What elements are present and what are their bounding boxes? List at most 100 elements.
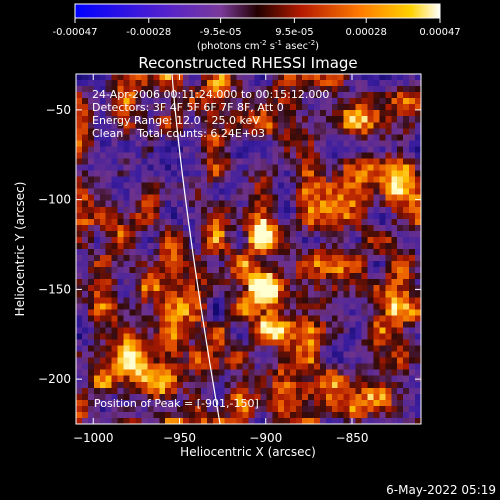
heatmap-cell [403, 255, 410, 262]
heatmap-cell [212, 182, 220, 190]
heatmap-cell [111, 255, 119, 262]
heatmap-cell [290, 128, 297, 135]
heatmap-cell [415, 224, 421, 232]
heatmap-cell [355, 146, 363, 154]
heatmap-cell [278, 417, 285, 424]
heatmap-cell [230, 98, 238, 105]
heatmap-cell [355, 399, 363, 407]
heatmap-cell [117, 255, 125, 262]
heatmap-cell [153, 399, 160, 407]
heatmap-cell [313, 351, 321, 359]
heatmap-cell [200, 92, 208, 99]
heatmap-cell [117, 309, 125, 316]
heatmap-cell [415, 273, 421, 280]
heatmap-cell [415, 387, 421, 395]
heatmap-cell [159, 297, 166, 304]
heatmap-cell [415, 182, 421, 190]
heatmap-cell [93, 279, 101, 286]
heatmap-cell [391, 345, 398, 353]
heatmap-cell [111, 242, 119, 250]
heatmap-cell [87, 206, 95, 214]
heatmap-cell [296, 188, 303, 196]
heatmap-cell [379, 405, 386, 413]
heatmap-cell [284, 206, 291, 214]
heatmap-cell [343, 164, 351, 172]
heatmap-cell [123, 200, 131, 208]
heatmap-cell [379, 128, 386, 135]
heatmap-cell [200, 285, 208, 292]
heatmap-cell [189, 86, 196, 93]
heatmap-cell [123, 273, 131, 280]
heatmap-cell [224, 98, 232, 105]
heatmap-cell [206, 146, 214, 154]
heatmap-cell [391, 134, 398, 141]
heatmap-cell [307, 333, 315, 341]
heatmap-cell [111, 327, 119, 335]
heatmap-cell [415, 200, 421, 208]
heatmap-cell [284, 188, 291, 196]
heatmap-cell [212, 92, 220, 99]
heatmap-cell [355, 230, 363, 238]
heatmap-cell [123, 261, 131, 268]
heatmap-cell [117, 393, 125, 401]
heatmap-cell [319, 80, 327, 87]
heatmap-cell [325, 194, 333, 202]
heatmap-cell [403, 309, 410, 316]
heatmap-cell [230, 182, 238, 190]
heatmap-cell [319, 164, 327, 172]
heatmap-cell [81, 303, 89, 310]
heatmap-cell [129, 297, 137, 304]
heatmap-cell [254, 411, 261, 419]
heatmap-cell [76, 285, 83, 292]
heatmap-cell [355, 80, 363, 87]
heatmap-cell [284, 158, 291, 166]
heatmap-cell [236, 387, 244, 395]
heatmap-cell [373, 170, 380, 178]
heatmap-cell [403, 279, 410, 286]
heatmap-cell [248, 345, 256, 353]
heatmap-cell [135, 297, 143, 304]
heatmap-cell [254, 291, 261, 298]
heatmap-cell [367, 249, 375, 256]
heatmap-cell [236, 128, 244, 135]
heatmap-cell [284, 321, 291, 329]
heatmap-cell [105, 411, 113, 419]
heatmap-cell [415, 194, 421, 202]
heatmap-cell [379, 236, 386, 244]
heatmap-cell [379, 267, 386, 274]
heatmap-cell [224, 399, 232, 407]
heatmap-cell [81, 291, 89, 298]
heatmap-cell [331, 110, 339, 117]
heatmap-cell [81, 273, 89, 280]
heatmap-cell [284, 387, 291, 395]
heatmap-cell [409, 158, 416, 166]
heatmap-cell [105, 285, 113, 292]
heatmap-cell [93, 134, 101, 141]
heatmap-cell [415, 255, 421, 262]
heatmap-cell [296, 230, 303, 238]
heatmap-cell [189, 405, 196, 413]
heatmap-cell [337, 321, 345, 329]
heatmap-cell [385, 393, 392, 401]
heatmap-cell [391, 170, 398, 178]
heatmap-cell [367, 297, 375, 304]
heatmap-cell [248, 363, 256, 371]
heatmap-cell [313, 285, 321, 292]
heatmap-cell [260, 98, 267, 105]
heatmap-cell [373, 363, 380, 371]
heatmap-cell [81, 104, 89, 111]
heatmap-cell [99, 399, 107, 407]
heatmap-cell [230, 351, 238, 359]
heatmap-cell [87, 285, 95, 292]
heatmap-cell [385, 249, 392, 256]
heatmap-cell [284, 375, 291, 383]
heatmap-cell [349, 411, 357, 419]
heatmap-cell [397, 116, 404, 123]
heatmap-cell [307, 164, 315, 172]
heatmap-cell [266, 182, 273, 190]
heatmap-cell [135, 80, 143, 87]
heatmap-cell [87, 267, 95, 274]
heatmap-cell [403, 363, 410, 371]
heatmap-cell [349, 200, 357, 208]
heatmap-cell [117, 224, 125, 232]
